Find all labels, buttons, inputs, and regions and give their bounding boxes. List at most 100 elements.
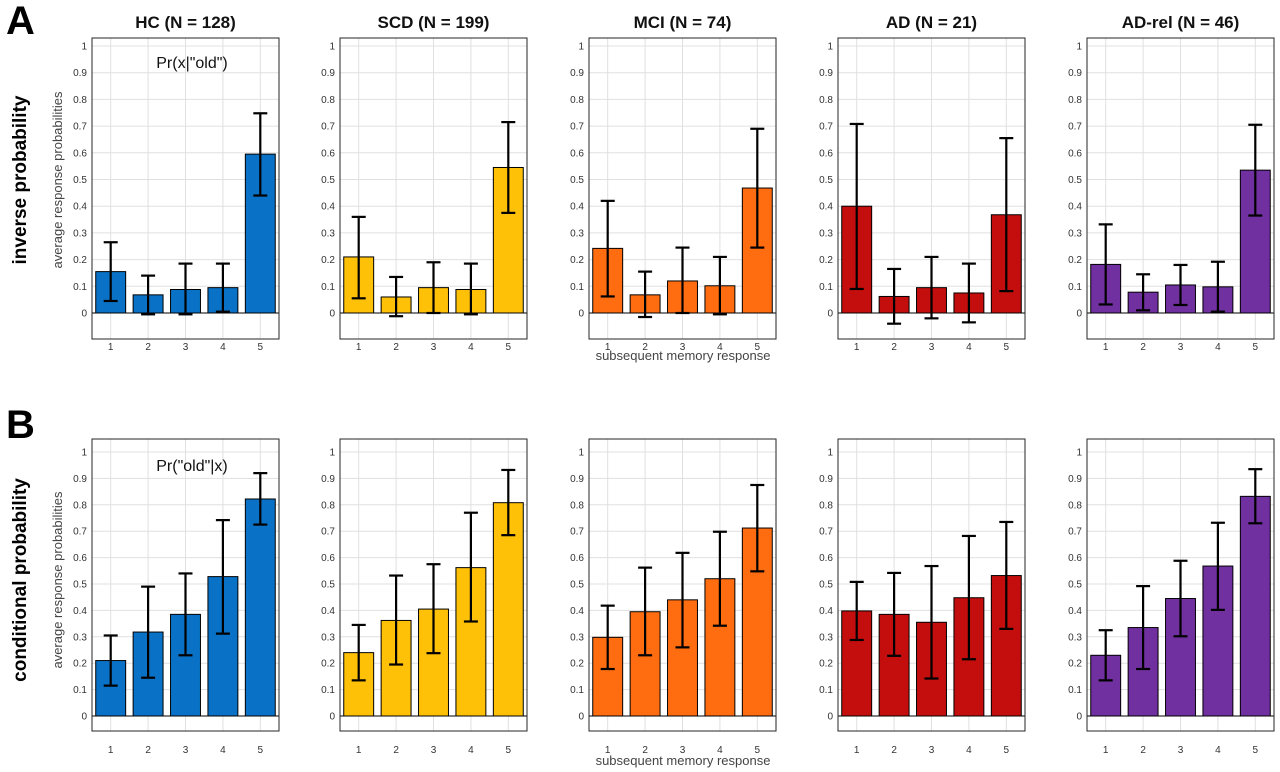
x-tick-label-0-0-4: 5 bbox=[258, 342, 264, 353]
annotation-1: Pr("old"|x) bbox=[156, 458, 228, 475]
y-tick-label-0-1-0: 0 bbox=[329, 309, 335, 320]
bar-1-0-4 bbox=[244, 498, 276, 717]
y-tick-label-0-1-2: 0.2 bbox=[321, 255, 335, 266]
y-axis-label-bottom: average response probabilities bbox=[50, 491, 65, 669]
x-tick-label-0-0-0: 1 bbox=[108, 342, 114, 353]
y-tick-label-1-3-10: 1 bbox=[827, 448, 833, 459]
y-tick-label-0-0-3: 0.3 bbox=[73, 228, 87, 239]
y-tick-label-0-2-10: 1 bbox=[578, 42, 584, 53]
x-tick-label-1-2-3: 4 bbox=[717, 745, 723, 756]
x-tick-label-0-0-2: 3 bbox=[183, 342, 189, 353]
y-tick-label-0-2-5: 0.5 bbox=[570, 175, 584, 186]
x-tick-label-1-1-0: 1 bbox=[356, 745, 362, 756]
y-tick-label-1-2-1: 0.1 bbox=[570, 685, 584, 696]
y-tick-label-0-3-9: 0.9 bbox=[819, 68, 833, 79]
x-tick-label-0-4-1: 2 bbox=[1140, 342, 1146, 353]
y-tick-label-1-4-9: 0.9 bbox=[1068, 474, 1082, 485]
bar-1-4-4 bbox=[1239, 495, 1271, 717]
y-tick-label-1-4-2: 0.2 bbox=[1068, 659, 1082, 670]
x-tick-label-0-4-4: 5 bbox=[1253, 342, 1259, 353]
y-tick-label-1-3-0: 0 bbox=[827, 712, 833, 723]
y-tick-label-0-3-1: 0.1 bbox=[819, 282, 833, 293]
plot-frame-0-4 bbox=[1086, 37, 1275, 340]
plot-frame-0-1 bbox=[339, 37, 528, 340]
y-tick-label-0-1-4: 0.4 bbox=[321, 202, 335, 213]
x-tick-label-1-1-1: 2 bbox=[393, 745, 399, 756]
x-tick-label-1-4-4: 5 bbox=[1253, 745, 1259, 756]
y-tick-label-1-0-9: 0.9 bbox=[73, 474, 87, 485]
panel-title-1: SCD (N = 199) bbox=[378, 13, 490, 32]
y-tick-label-0-3-8: 0.8 bbox=[819, 95, 833, 106]
x-tick-label-0-2-1: 2 bbox=[642, 342, 648, 353]
x-tick-label-0-4-3: 4 bbox=[1215, 342, 1221, 353]
y-tick-label-1-2-7: 0.7 bbox=[570, 527, 584, 538]
x-tick-label-1-4-1: 2 bbox=[1140, 745, 1146, 756]
y-tick-label-0-2-3: 0.3 bbox=[570, 228, 584, 239]
y-tick-label-1-1-10: 1 bbox=[329, 448, 335, 459]
y-tick-label-1-0-6: 0.6 bbox=[73, 553, 87, 564]
y-tick-label-0-2-6: 0.6 bbox=[570, 148, 584, 159]
y-tick-label-1-1-5: 0.5 bbox=[321, 580, 335, 591]
y-tick-label-1-4-0: 0 bbox=[1076, 712, 1082, 723]
y-tick-label-1-4-10: 1 bbox=[1076, 448, 1082, 459]
y-tick-label-0-1-10: 1 bbox=[329, 42, 335, 53]
x-tick-label-1-0-3: 4 bbox=[220, 745, 226, 756]
x-tick-label-1-3-0: 1 bbox=[854, 745, 860, 756]
y-tick-label-0-2-1: 0.1 bbox=[570, 282, 584, 293]
x-tick-label-0-3-1: 2 bbox=[891, 342, 897, 353]
y-tick-label-1-1-6: 0.6 bbox=[321, 553, 335, 564]
y-tick-label-0-4-3: 0.3 bbox=[1068, 228, 1082, 239]
y-tick-label-1-4-5: 0.5 bbox=[1068, 580, 1082, 591]
y-tick-label-1-4-4: 0.4 bbox=[1068, 606, 1082, 617]
y-tick-label-1-1-9: 0.9 bbox=[321, 474, 335, 485]
y-tick-label-0-0-7: 0.7 bbox=[73, 122, 87, 133]
y-tick-label-1-1-0: 0 bbox=[329, 712, 335, 723]
y-tick-label-0-3-2: 0.2 bbox=[819, 255, 833, 266]
x-tick-label-1-2-4: 5 bbox=[755, 745, 761, 756]
y-tick-label-0-3-3: 0.3 bbox=[819, 228, 833, 239]
plot-frame-0-2 bbox=[588, 37, 777, 340]
y-tick-label-1-1-7: 0.7 bbox=[321, 527, 335, 538]
y-tick-label-0-2-8: 0.8 bbox=[570, 95, 584, 106]
y-tick-label-1-0-4: 0.4 bbox=[73, 606, 87, 617]
y-tick-label-1-2-8: 0.8 bbox=[570, 500, 584, 511]
y-tick-label-0-4-5: 0.5 bbox=[1068, 175, 1082, 186]
y-tick-label-1-3-4: 0.4 bbox=[819, 606, 833, 617]
y-tick-label-0-1-6: 0.6 bbox=[321, 148, 335, 159]
y-tick-label-0-1-1: 0.1 bbox=[321, 282, 335, 293]
x-tick-label-1-1-3: 4 bbox=[468, 745, 474, 756]
x-tick-label-1-0-2: 3 bbox=[183, 745, 189, 756]
panel-letter-b: B bbox=[6, 403, 35, 447]
x-tick-label-1-2-0: 1 bbox=[605, 745, 611, 756]
y-tick-label-0-2-4: 0.4 bbox=[570, 202, 584, 213]
x-tick-label-0-1-0: 1 bbox=[356, 342, 362, 353]
x-tick-label-0-2-4: 5 bbox=[755, 342, 761, 353]
y-tick-label-1-4-8: 0.8 bbox=[1068, 500, 1082, 511]
x-tick-label-0-3-3: 4 bbox=[966, 342, 972, 353]
x-tick-label-1-1-2: 3 bbox=[431, 745, 437, 756]
panel-title-0: HC (N = 128) bbox=[135, 13, 236, 32]
y-tick-label-0-2-7: 0.7 bbox=[570, 122, 584, 133]
y-tick-label-1-3-3: 0.3 bbox=[819, 632, 833, 643]
y-tick-label-1-2-5: 0.5 bbox=[570, 580, 584, 591]
panel-letter-a: A bbox=[6, 0, 35, 43]
y-tick-label-0-3-6: 0.6 bbox=[819, 148, 833, 159]
y-tick-label-0-4-2: 0.2 bbox=[1068, 255, 1082, 266]
x-tick-label-1-3-3: 4 bbox=[966, 745, 972, 756]
y-tick-label-0-1-9: 0.9 bbox=[321, 68, 335, 79]
y-tick-label-0-4-4: 0.4 bbox=[1068, 202, 1082, 213]
y-tick-label-1-3-2: 0.2 bbox=[819, 659, 833, 670]
x-tick-label-1-4-0: 1 bbox=[1103, 745, 1109, 756]
y-tick-label-1-4-1: 0.1 bbox=[1068, 685, 1082, 696]
y-tick-label-0-1-8: 0.8 bbox=[321, 95, 335, 106]
y-tick-label-0-1-3: 0.3 bbox=[321, 228, 335, 239]
y-tick-label-1-0-7: 0.7 bbox=[73, 527, 87, 538]
plot-frame-1-3 bbox=[837, 438, 1026, 732]
y-axis-label-top: average response probabilities bbox=[50, 91, 65, 269]
x-tick-label-0-1-4: 5 bbox=[506, 342, 512, 353]
y-tick-label-0-2-0: 0 bbox=[578, 309, 584, 320]
y-tick-label-0-1-7: 0.7 bbox=[321, 122, 335, 133]
y-tick-label-1-0-0: 0 bbox=[81, 712, 87, 723]
y-tick-label-0-0-6: 0.6 bbox=[73, 148, 87, 159]
